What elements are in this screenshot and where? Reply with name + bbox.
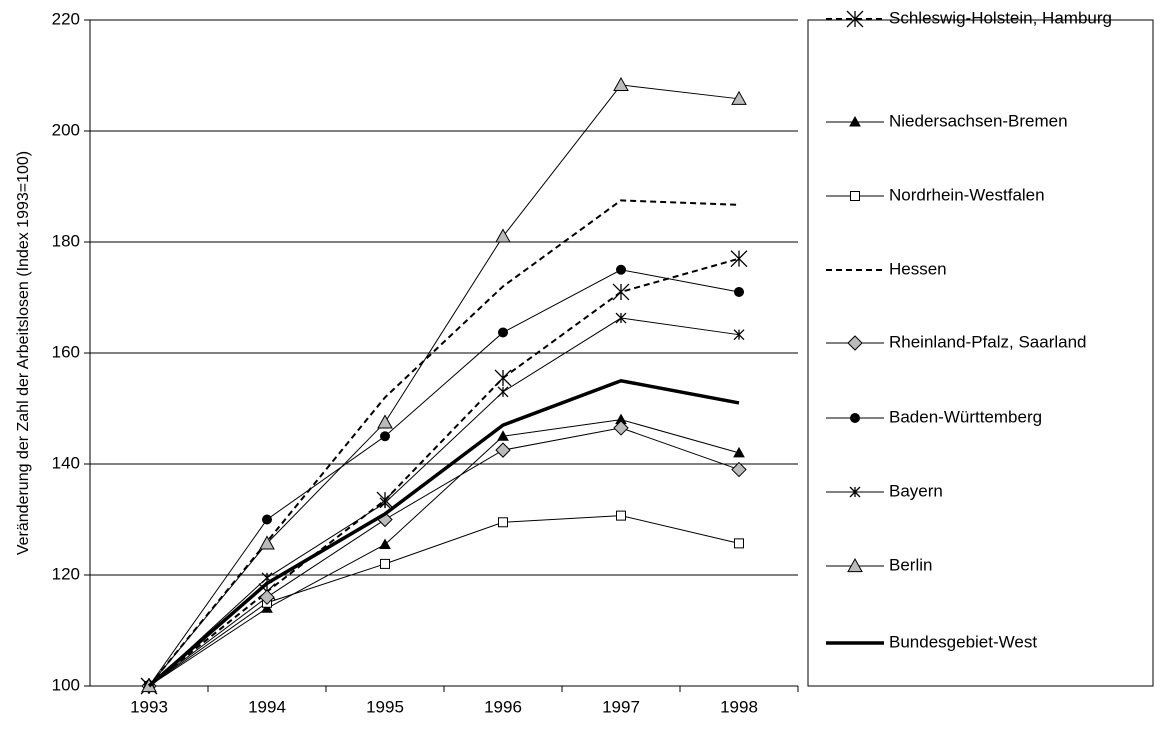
marker [731,461,747,478]
marker [849,486,861,498]
marker [616,264,626,275]
marker [847,335,863,351]
marker [846,10,864,28]
y-axis-label: Veränderung der Zahl der Arbeitslosen (I… [15,151,32,555]
marker [259,589,275,605]
legend-label: Nordrhein-Westfalen [889,185,1045,204]
series-line [148,199,740,687]
marker [379,497,391,509]
marker [733,446,745,458]
legend-label: Baden-Württemberg [889,407,1042,426]
series-line [148,427,740,687]
x-tick-label: 1995 [366,697,404,716]
marker [379,538,391,549]
series-line [148,269,740,687]
marker [259,535,275,550]
series-line [147,378,740,688]
y-tick-label: 160 [52,342,80,361]
x-tick-label: 1996 [484,697,522,716]
y-tick-label: 100 [52,675,80,694]
series-line [148,257,740,687]
marker [380,558,390,569]
marker [498,327,508,338]
marker [731,90,747,105]
marker [847,557,863,573]
marker [849,115,861,127]
marker [261,602,273,613]
marker [616,510,626,521]
legend-label: Hessen [889,259,947,278]
marker [850,413,860,423]
marker [497,430,509,441]
marker [380,431,390,442]
marker [734,286,744,297]
legend-label: Schleswig-Holstein, Hamburg [889,8,1112,27]
legend-label: Bundesgebiet-West [889,632,1037,651]
legend-label: Rheinland-Pfalz, Saarland [889,332,1087,351]
marker [495,228,511,243]
series-line [148,515,740,687]
marker [730,250,748,268]
legend-box [807,19,1154,687]
marker [377,414,393,429]
marker [495,442,511,458]
x-tick-label: 1993 [130,697,168,716]
series-line [148,317,740,687]
legend-label: Berlin [889,555,932,574]
marker [494,369,512,387]
legend-label: Bayern [889,481,943,500]
marker [612,283,630,301]
y-tick-label: 220 [52,9,80,28]
marker [734,538,744,549]
y-tick-label: 140 [52,453,80,472]
y-tick-label: 120 [52,564,80,583]
y-tick-label: 180 [52,231,80,250]
marker [850,191,860,201]
marker [613,420,629,436]
marker [498,517,508,528]
y-tick-label: 200 [52,120,80,139]
marker [733,329,745,341]
marker [615,312,627,324]
marker [613,76,629,92]
marker [262,514,272,525]
marker [497,386,509,398]
x-tick-label: 1998 [720,697,758,716]
x-tick-label: 1994 [248,697,286,716]
series-line [148,84,740,687]
legend-label: Niedersachsen-Bremen [889,111,1068,130]
x-tick-label: 1997 [602,697,640,716]
series-line [148,419,740,687]
